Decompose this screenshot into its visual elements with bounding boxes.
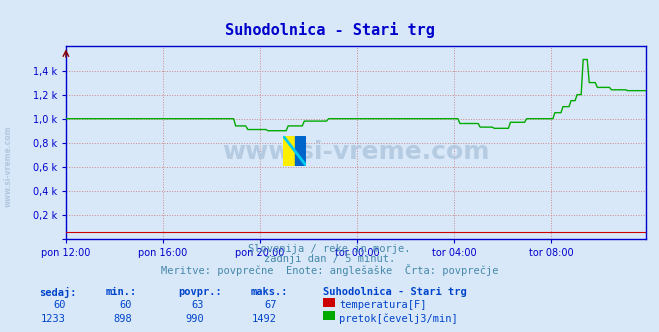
Text: www.si-vreme.com: www.si-vreme.com [3, 125, 13, 207]
Text: 1233: 1233 [41, 314, 66, 324]
Bar [283, 136, 295, 166]
Text: 898: 898 [113, 314, 132, 324]
Text: Suhodolnica - Stari trg: Suhodolnica - Stari trg [323, 287, 467, 297]
Text: sedaj:: sedaj: [40, 287, 77, 298]
Text: Suhodolnica - Stari trg: Suhodolnica - Stari trg [225, 22, 434, 38]
Bar [295, 136, 306, 166]
Text: 990: 990 [186, 314, 204, 324]
Text: Slovenija / reke in morje.: Slovenija / reke in morje. [248, 244, 411, 254]
Text: Meritve: povprečne  Enote: anglešaške  Črta: povprečje: Meritve: povprečne Enote: anglešaške Črt… [161, 264, 498, 276]
Text: 67: 67 [264, 300, 277, 310]
Text: maks.:: maks.: [250, 287, 288, 297]
Text: 1492: 1492 [252, 314, 277, 324]
Text: povpr.:: povpr.: [178, 287, 221, 297]
Text: 60: 60 [119, 300, 132, 310]
Text: www.si-vreme.com: www.si-vreme.com [222, 140, 490, 164]
Text: 60: 60 [53, 300, 66, 310]
Text: min.:: min.: [105, 287, 136, 297]
Text: pretok[čevelj3/min]: pretok[čevelj3/min] [339, 314, 458, 324]
Text: zadnji dan / 5 minut.: zadnji dan / 5 minut. [264, 254, 395, 264]
Text: temperatura[F]: temperatura[F] [339, 300, 427, 310]
Text: 63: 63 [192, 300, 204, 310]
